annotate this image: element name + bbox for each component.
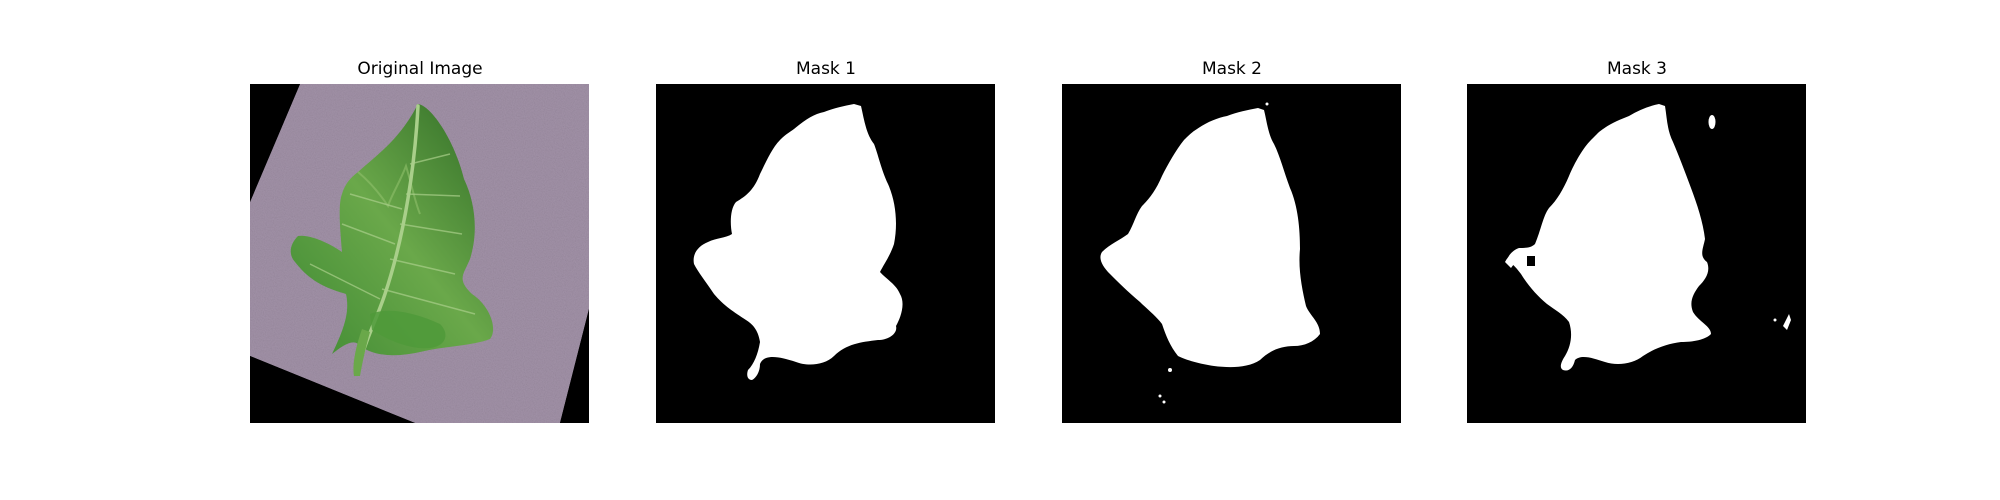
original-image	[250, 84, 589, 423]
mask-3-panel	[1467, 84, 1806, 423]
mask-2-image	[1062, 84, 1401, 423]
mask-2-panel	[1062, 84, 1401, 423]
mask-1-shape	[693, 104, 903, 380]
mask-1-title: Mask 1	[795, 59, 856, 79]
mask-3-shape	[1507, 104, 1711, 371]
original-image-title: Original Image	[357, 59, 483, 79]
mask-1-image	[656, 84, 995, 423]
mask-3-title: Mask 3	[1606, 59, 1667, 79]
mask-2-title: Mask 2	[1201, 59, 1262, 79]
mask-3-image	[1467, 84, 1806, 423]
original-image-panel	[250, 84, 589, 423]
leaf	[290, 104, 494, 376]
mask-2-shape	[1100, 108, 1320, 368]
mask-1-panel	[656, 84, 995, 423]
